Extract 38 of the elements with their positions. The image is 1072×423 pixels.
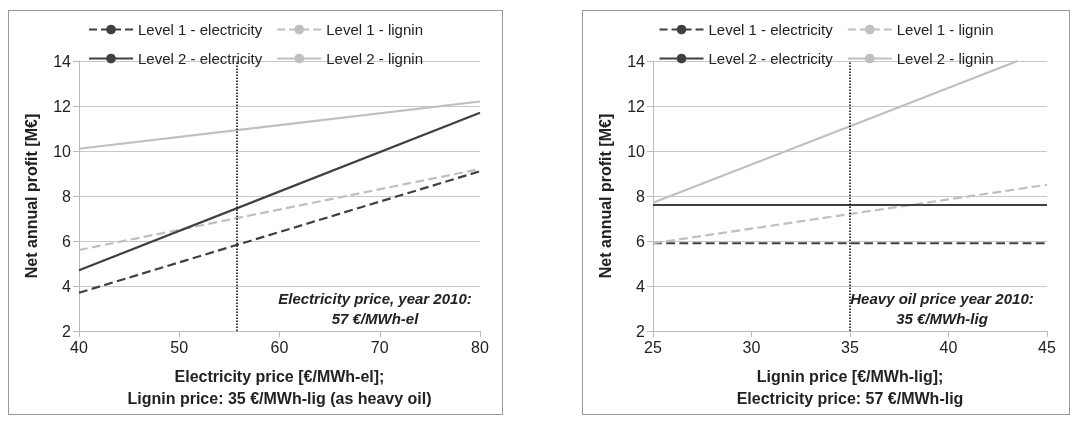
y-tick-label: 4 [636, 277, 646, 295]
annotation: Heavy oil price year 2010: 35 €/MWh-lig [850, 289, 1034, 327]
y-axis-title: Net annual profit [M€] [596, 113, 614, 279]
legend-label: Level 1 - electricity [708, 21, 834, 38]
y-tick-label: 12 [53, 97, 72, 115]
legend-label: Level 2 - electricity [138, 50, 263, 67]
y-tick-label: 2 [62, 322, 72, 340]
x-tick-label: 40 [70, 338, 88, 356]
y-tick-label: 10 [627, 142, 646, 160]
x-tick-label: 50 [170, 338, 189, 356]
x-tick-label: 25 [644, 338, 662, 356]
annotation: Electricity price, year 2010: 57 €/MWh-el [278, 289, 472, 327]
legend-label: Level 2 - electricity [708, 50, 834, 67]
y-tick-label: 14 [627, 52, 646, 70]
y-tick-label: 2 [636, 322, 646, 340]
x-axis-title: Electricity price [€/MWh-el]; Lignin price: 35 €/MWh-lig (as heavy oil) [127, 367, 432, 407]
y-tick-label: 12 [627, 97, 646, 115]
x-axis-title: Lignin price [€/MWh-lig]; Electricity price: 57 €/MWh-lig [736, 367, 964, 407]
x-tick-label: 45 [1038, 338, 1056, 356]
y-tick-label: 10 [53, 142, 72, 160]
legend-label: Level 2 - lignin [326, 50, 423, 67]
x-tick-label: 70 [370, 338, 389, 356]
x-tick-label: 60 [270, 338, 289, 356]
legend-label: Level 1 - lignin [896, 21, 994, 38]
legend-label: Level 1 - lignin [326, 21, 423, 38]
x-tick-label: 30 [742, 338, 761, 356]
x-tick-label: 35 [841, 338, 859, 356]
y-axis-title: Net annual profit [M€] [22, 113, 40, 279]
y-tick-label: 8 [62, 187, 72, 205]
y-tick-label: 6 [62, 232, 72, 250]
y-tick-label: 14 [53, 52, 72, 70]
legend-label: Level 1 - electricity [138, 21, 263, 38]
y-tick-label: 6 [636, 232, 646, 250]
x-tick-label: 80 [471, 338, 489, 356]
legend-label: Level 2 - lignin [896, 50, 994, 67]
y-tick-label: 8 [636, 187, 646, 205]
y-tick-label: 4 [62, 277, 72, 295]
x-tick-label: 40 [939, 338, 958, 356]
